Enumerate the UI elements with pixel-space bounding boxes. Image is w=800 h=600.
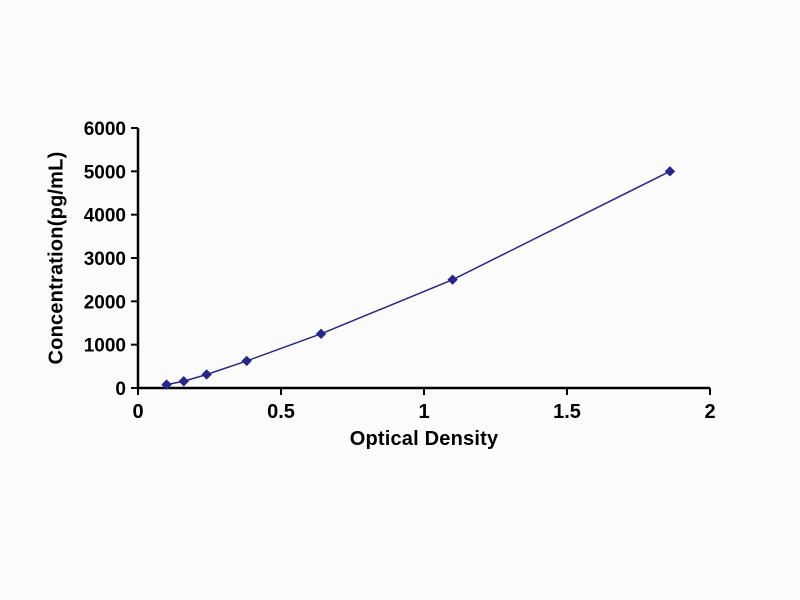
y-tick-label: 1000 bbox=[84, 336, 126, 357]
data-point-marker bbox=[315, 328, 327, 340]
x-tick-label: 2 bbox=[704, 401, 715, 423]
data-point-marker bbox=[241, 355, 252, 367]
data-point-marker bbox=[161, 379, 172, 390]
y-tick-label: 3000 bbox=[84, 249, 126, 270]
data-point-marker bbox=[664, 166, 676, 177]
y-tick-label: 4000 bbox=[84, 206, 126, 227]
y-tick-label: 2000 bbox=[84, 292, 126, 313]
x-tick-label: 1 bbox=[418, 401, 429, 423]
x-tick-label: 1.5 bbox=[553, 401, 581, 423]
x-axis-title: Optical Density bbox=[349, 428, 499, 450]
y-axis-title: Concentration(pg/mL) bbox=[45, 151, 68, 365]
x-tick-label: 0 bbox=[132, 401, 143, 423]
y-tick-label: 6000 bbox=[84, 119, 126, 140]
data-point-marker bbox=[201, 369, 212, 380]
y-tick-label: 5000 bbox=[84, 162, 126, 183]
series-line bbox=[166, 170, 671, 386]
data-point-marker bbox=[447, 274, 458, 285]
x-tick-label: 0.5 bbox=[267, 401, 295, 423]
data-point-marker bbox=[178, 376, 189, 387]
y-tick-label: 0 bbox=[115, 379, 126, 400]
axes bbox=[136, 128, 710, 390]
